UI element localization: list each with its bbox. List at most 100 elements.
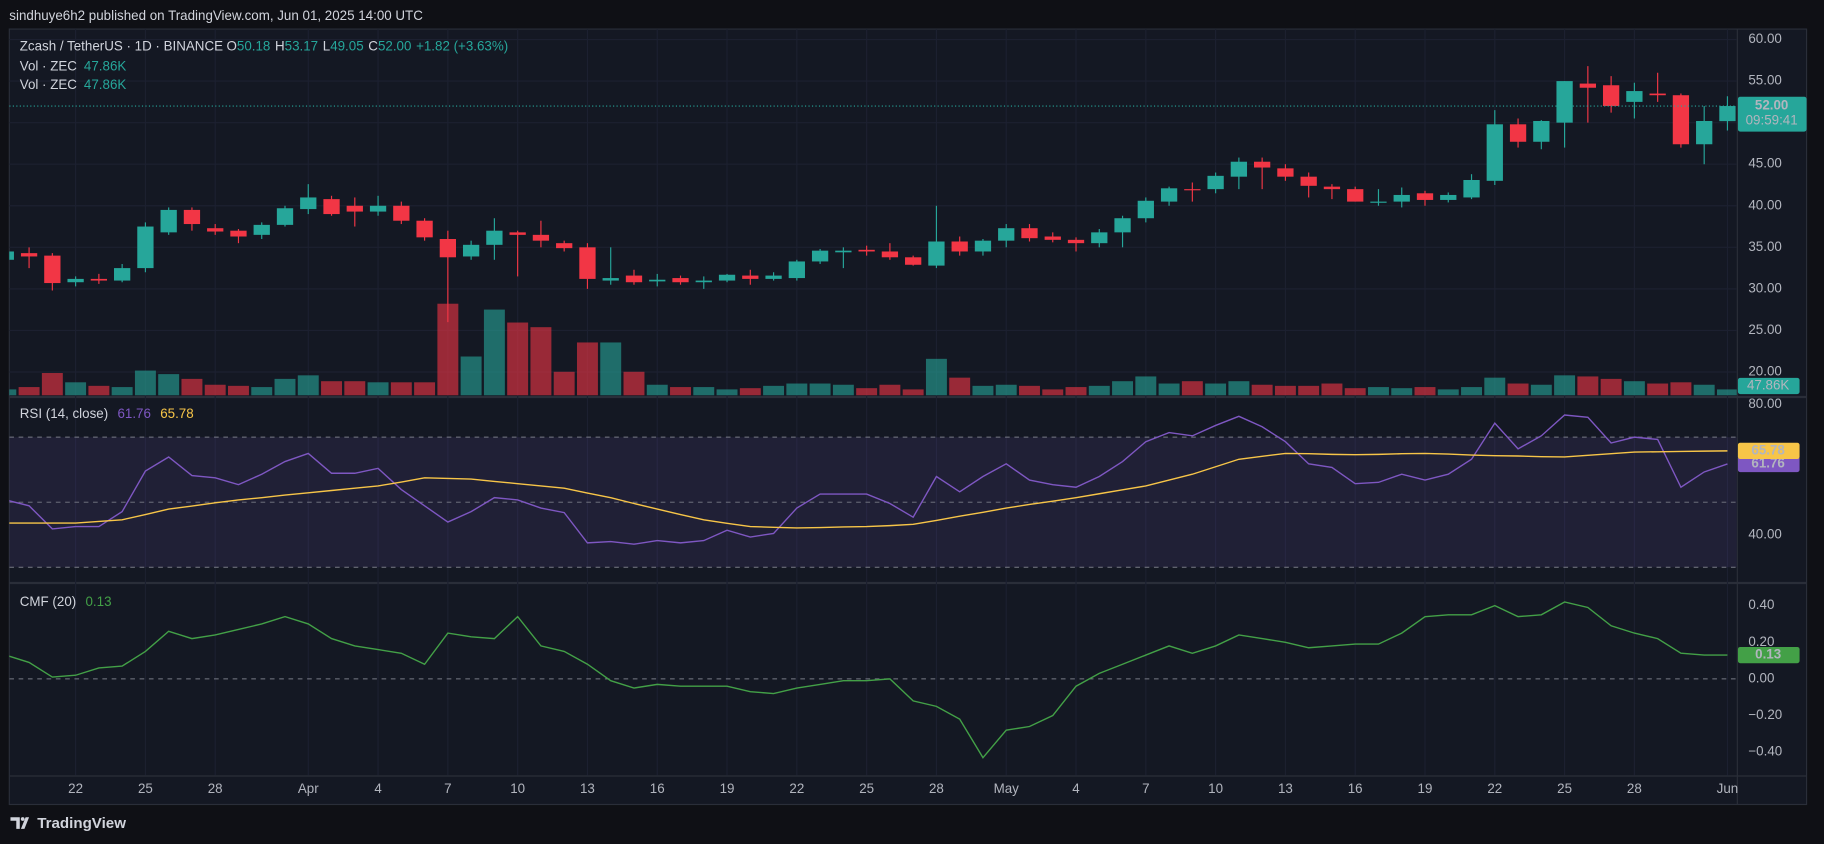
volume-bar — [1135, 376, 1157, 396]
volume-bar — [41, 373, 63, 396]
volume-bar — [1019, 385, 1040, 396]
volume-bar — [414, 382, 436, 396]
open-value: 50.18 — [237, 38, 270, 53]
candle-body — [1347, 189, 1364, 202]
candle-body — [625, 275, 643, 283]
volume-bar — [1344, 388, 1366, 396]
rsi-ma-value: 65.78 — [160, 405, 193, 420]
candle-body — [1393, 194, 1410, 202]
candle-body — [1277, 168, 1294, 177]
candle-body — [1649, 93, 1666, 96]
candle-body — [1416, 193, 1434, 200]
indicator-line — [9, 601, 1728, 759]
candle-body — [416, 220, 433, 238]
candle-body — [1486, 124, 1503, 181]
volume-bar — [530, 327, 552, 396]
volume-label: 47.86K — [1747, 377, 1789, 392]
candle-body — [1626, 91, 1643, 102]
candle-body — [718, 274, 736, 281]
candle-body — [207, 228, 224, 232]
candle-body — [1091, 232, 1108, 244]
symbol: Zcash / TetherUS · 1D · BINANCE — [20, 38, 223, 53]
candle-body — [974, 240, 992, 252]
y-tick-label: 80.00 — [1748, 396, 1781, 411]
candle-body — [1719, 106, 1736, 122]
volume-legend: Vol · ZEC 47.86K — [20, 58, 127, 73]
candle-body — [1509, 124, 1527, 142]
x-tick-label: 10 — [1208, 781, 1223, 796]
volume-bar — [1647, 383, 1669, 396]
volume-bar — [646, 384, 668, 396]
x-tick-label: 25 — [1557, 781, 1572, 796]
volume-bar — [274, 378, 296, 396]
volume-bar — [1321, 383, 1343, 396]
last-price-badge — [1737, 96, 1807, 132]
volume-value: 47.86K — [84, 58, 126, 73]
indicator-badge-bg — [1737, 442, 1800, 460]
volume-name: Vol · ZEC — [20, 76, 78, 91]
x-tick-label: 22 — [1487, 781, 1502, 796]
candle-body — [1184, 189, 1201, 191]
candle-body — [230, 230, 247, 237]
change-value: +1.82 (+3.63%) — [416, 38, 508, 53]
x-tick-label: 10 — [510, 781, 525, 796]
cmf-value: 0.13 — [86, 594, 112, 609]
ohlc-key: C — [368, 38, 378, 53]
volume-bar — [1530, 384, 1552, 396]
volume-bar — [786, 383, 808, 396]
chart-frame — [8, 28, 1808, 806]
x-tick-label: 4 — [1072, 781, 1080, 796]
ohlc-key: L — [323, 38, 330, 53]
candle-body — [1463, 179, 1480, 198]
last-price-label: 52.00 — [1755, 98, 1788, 113]
candle-body — [998, 228, 1015, 241]
symbol-legend: Zcash / TetherUS · 1D · BINANCE O50.18 H53… — [20, 38, 508, 53]
volume-bar — [1158, 383, 1180, 396]
indicator-badge: 0.13 — [1755, 647, 1781, 662]
volume-bar — [297, 375, 319, 396]
volume-bar — [763, 385, 785, 396]
y-tick-label: −0.40 — [1748, 744, 1782, 759]
volume-bar — [483, 309, 505, 396]
candle-body — [44, 255, 61, 284]
candle-body — [556, 243, 573, 249]
x-tick-label: 13 — [1278, 781, 1293, 796]
candle-body — [462, 244, 480, 257]
candle-body — [602, 278, 619, 281]
volume-bar — [1181, 381, 1203, 396]
candle-body — [835, 250, 852, 253]
volume-bar — [204, 384, 226, 396]
x-tick-label: 22 — [68, 781, 83, 796]
candle-body — [1533, 120, 1550, 142]
x-tick-label: 7 — [444, 781, 451, 796]
x-tick-label: 25 — [859, 781, 874, 796]
candle-body — [672, 278, 689, 283]
x-tick-label: 13 — [580, 781, 595, 796]
volume-bar — [809, 383, 831, 396]
candle-body — [532, 234, 550, 241]
candle-body — [1160, 188, 1178, 202]
volume-bar — [1461, 387, 1482, 396]
cmf-legend: CMF (20) 0.13 — [20, 594, 112, 609]
candle-body — [695, 280, 712, 283]
candle-body — [509, 232, 526, 235]
volume-bar — [1414, 387, 1436, 396]
x-tick-label: 19 — [1418, 781, 1433, 796]
cmf-title: CMF (20) — [20, 594, 76, 609]
candle-body — [1114, 218, 1131, 233]
volume-bar — [623, 371, 645, 396]
y-tick-label: −0.20 — [1748, 707, 1782, 722]
x-tick-label: 4 — [374, 781, 382, 796]
volume-bar — [507, 322, 529, 396]
candle-body — [881, 251, 899, 258]
x-tick-label: 16 — [1348, 781, 1363, 796]
candle-body — [300, 197, 317, 210]
volume-bar — [856, 388, 878, 396]
indicator-badge-bg — [1737, 455, 1800, 473]
volume-bar — [65, 382, 87, 396]
candle-body — [160, 209, 177, 233]
indicator-line — [9, 450, 1728, 529]
candle-body — [90, 278, 108, 281]
volume-bar — [181, 378, 203, 396]
y-tick-label: 0.40 — [1748, 597, 1774, 612]
